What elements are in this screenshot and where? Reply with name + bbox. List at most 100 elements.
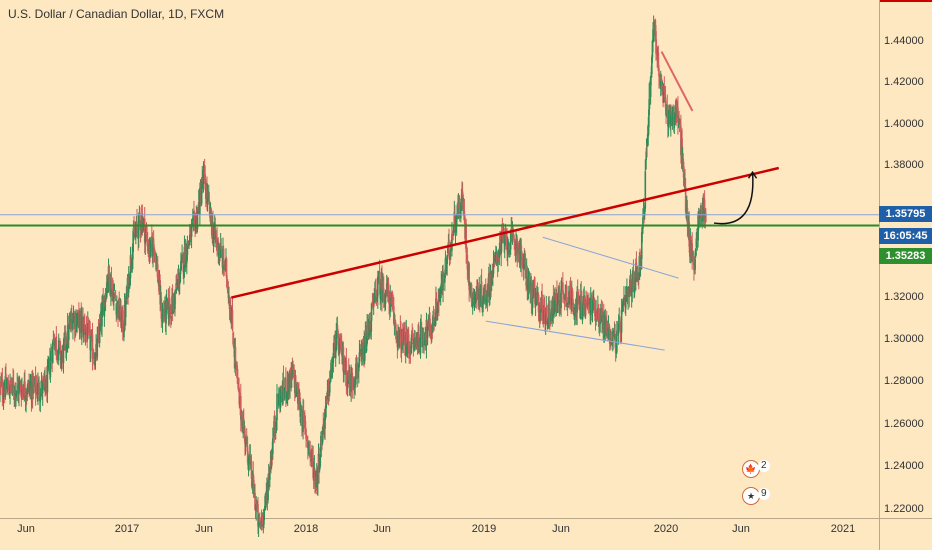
candle-body: [244, 429, 246, 444]
candle-body: [486, 294, 489, 300]
candle-body: [309, 451, 312, 455]
x-tick-label: 2017: [114, 523, 140, 535]
candle-body: [651, 56, 653, 74]
candle-body: [671, 112, 673, 118]
candle-body: [567, 297, 570, 307]
candle-body: [389, 293, 392, 312]
candle-body: [404, 333, 406, 356]
candle-body: [93, 358, 96, 366]
candle-body: [580, 291, 583, 303]
candle-body: [84, 325, 86, 333]
candle-body: [193, 213, 195, 215]
candle-body: [56, 351, 58, 353]
candle-body: [337, 330, 339, 346]
candle-body: [333, 345, 335, 352]
candle-body: [180, 259, 183, 264]
x-tick-label: 2021: [830, 523, 856, 535]
candle-body: [487, 286, 489, 297]
candle-body: [220, 246, 223, 249]
candle-body: [414, 338, 416, 340]
candle-body: [114, 299, 117, 302]
candle-body: [44, 376, 46, 388]
candle-body: [426, 326, 429, 338]
candle-body: [409, 352, 412, 356]
plot-area[interactable]: [0, 0, 879, 518]
candle-body: [472, 292, 475, 301]
candle-body: [259, 522, 262, 527]
candle-body: [667, 120, 670, 126]
candle-body: [553, 292, 556, 306]
candle-body: [219, 245, 222, 258]
candle-body: [514, 242, 516, 246]
candle-body: [395, 330, 398, 335]
candle-body: [437, 298, 440, 312]
projection-arrow-head: [747, 170, 758, 179]
candle-body: [327, 381, 330, 399]
candle-body: [374, 287, 377, 289]
candle-body: [101, 307, 103, 327]
candle-body: [393, 306, 395, 324]
candle-body: [608, 329, 611, 344]
candle-body: [540, 309, 542, 313]
candle-body: [646, 133, 649, 147]
y-tick-label: 1.22000: [884, 503, 924, 515]
candle-body: [226, 282, 229, 293]
candle-body: [663, 86, 666, 92]
candle-body: [12, 378, 14, 385]
candle-body: [55, 336, 58, 352]
pullback-trendline[interactable]: [660, 51, 694, 112]
candle-body: [2, 393, 5, 399]
candle-body: [1, 378, 4, 396]
candle-body: [27, 383, 29, 393]
candle-body: [247, 451, 249, 466]
candle-body: [289, 370, 291, 389]
candle-body: [160, 297, 163, 319]
candle-body: [694, 258, 696, 270]
candle-body: [556, 302, 559, 304]
candle-body: [591, 296, 593, 312]
candle-body: [343, 369, 345, 375]
candle-body: [34, 375, 37, 394]
projection-arrow[interactable]: [713, 172, 754, 225]
candle-body: [141, 213, 144, 231]
candle-body: [569, 284, 572, 297]
candle-body: [572, 298, 574, 312]
candle-body: [479, 292, 482, 305]
candle-body: [307, 442, 310, 450]
candle-body: [612, 334, 615, 338]
candle-body: [499, 234, 502, 252]
candle-body: [658, 75, 661, 81]
candle-body: [218, 252, 220, 257]
candle-body: [238, 387, 240, 393]
candle-body: [684, 186, 687, 212]
channel-lower-line[interactable]: [485, 320, 665, 351]
candle-body: [558, 286, 561, 306]
candle-body: [385, 293, 387, 295]
candle-body: [46, 368, 49, 393]
candle-body: [53, 340, 55, 344]
candle-body: [16, 380, 19, 386]
candle-body: [439, 294, 441, 296]
candle-body: [263, 509, 265, 525]
candle-body: [492, 274, 494, 276]
candle-body: [550, 309, 552, 321]
canada-flag-icon[interactable]: 🍁: [742, 460, 760, 478]
main-trendline[interactable]: [231, 166, 780, 299]
candle-body: [28, 382, 30, 390]
channel-upper-line[interactable]: [542, 236, 679, 279]
candle-body: [447, 247, 449, 254]
candle-body: [132, 243, 134, 260]
candle-body: [383, 295, 386, 301]
candle-body: [156, 264, 159, 282]
us-flag-icon[interactable]: ★: [742, 487, 760, 505]
candle-body: [5, 373, 7, 390]
candle-body: [111, 288, 113, 294]
candle-body: [378, 272, 381, 285]
candle-body: [457, 205, 460, 217]
candle-body: [83, 321, 86, 324]
candle-body: [345, 360, 348, 383]
candle-body: [202, 170, 205, 185]
candle-body: [652, 29, 654, 42]
candle-body: [225, 258, 228, 279]
